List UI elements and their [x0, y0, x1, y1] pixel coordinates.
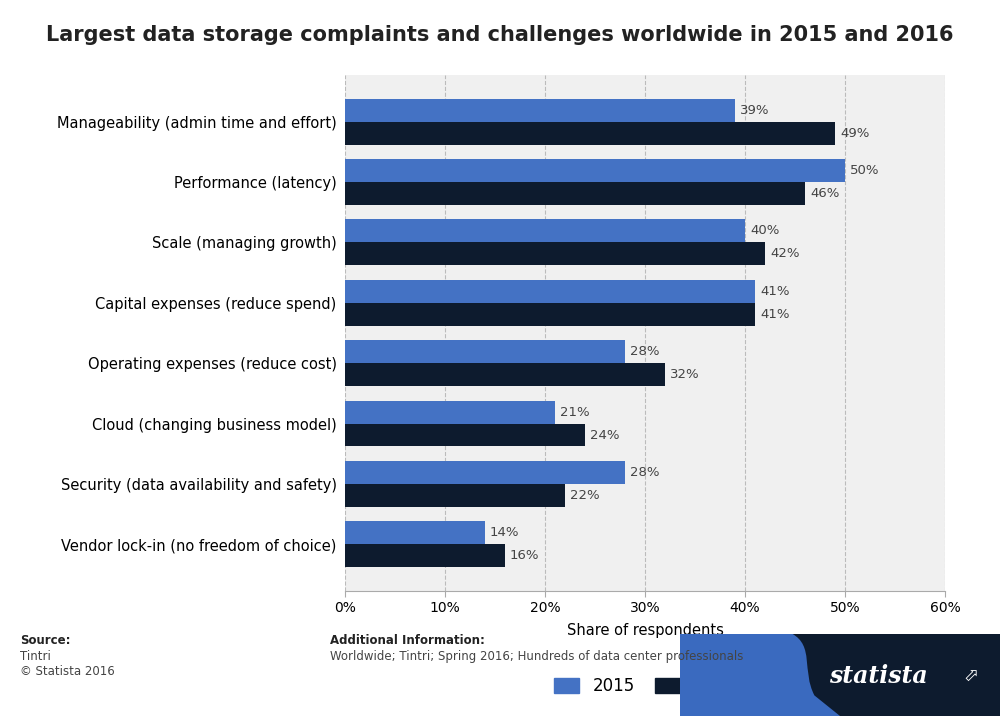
- Text: 28%: 28%: [630, 345, 660, 358]
- Legend: 2015, 2016: 2015, 2016: [546, 669, 744, 703]
- Text: 21%: 21%: [560, 405, 590, 419]
- Text: Worldwide; Tintri; Spring 2016; Hundreds of data center professionals: Worldwide; Tintri; Spring 2016; Hundreds…: [330, 650, 743, 663]
- Text: 40%: 40%: [750, 224, 779, 238]
- Text: Source:: Source:: [20, 634, 70, 647]
- Text: 39%: 39%: [740, 104, 770, 117]
- Bar: [345, 242, 765, 266]
- Text: 41%: 41%: [760, 308, 790, 321]
- Text: 24%: 24%: [590, 428, 620, 442]
- Bar: [345, 363, 665, 386]
- Text: Tintri
© Statista 2016: Tintri © Statista 2016: [20, 650, 115, 678]
- Bar: [345, 400, 555, 424]
- Bar: [345, 484, 565, 507]
- Bar: [345, 122, 835, 145]
- Bar: [345, 340, 625, 363]
- Text: 14%: 14%: [490, 526, 520, 539]
- Text: Additional Information:: Additional Information:: [330, 634, 485, 647]
- Text: 42%: 42%: [770, 247, 800, 261]
- Text: 16%: 16%: [510, 549, 540, 562]
- Bar: [345, 461, 625, 484]
- Bar: [345, 182, 805, 205]
- Text: 32%: 32%: [670, 368, 700, 381]
- Text: 22%: 22%: [570, 489, 600, 502]
- Text: 28%: 28%: [630, 466, 660, 479]
- Text: ⬀: ⬀: [964, 667, 979, 685]
- Bar: [345, 99, 735, 122]
- Bar: [345, 424, 585, 447]
- Bar: [345, 544, 505, 567]
- Bar: [345, 219, 745, 242]
- Bar: [345, 159, 845, 182]
- Text: statista: statista: [829, 664, 928, 689]
- Bar: [345, 280, 755, 303]
- Text: 46%: 46%: [810, 187, 839, 200]
- PathPatch shape: [680, 634, 840, 716]
- Text: 50%: 50%: [850, 164, 880, 177]
- Text: Largest data storage complaints and challenges worldwide in 2015 and 2016: Largest data storage complaints and chal…: [46, 25, 954, 45]
- Text: 41%: 41%: [760, 285, 790, 298]
- X-axis label: Share of respondents: Share of respondents: [567, 624, 723, 639]
- Text: 49%: 49%: [840, 127, 869, 140]
- Bar: [345, 521, 485, 544]
- Bar: [345, 303, 755, 326]
